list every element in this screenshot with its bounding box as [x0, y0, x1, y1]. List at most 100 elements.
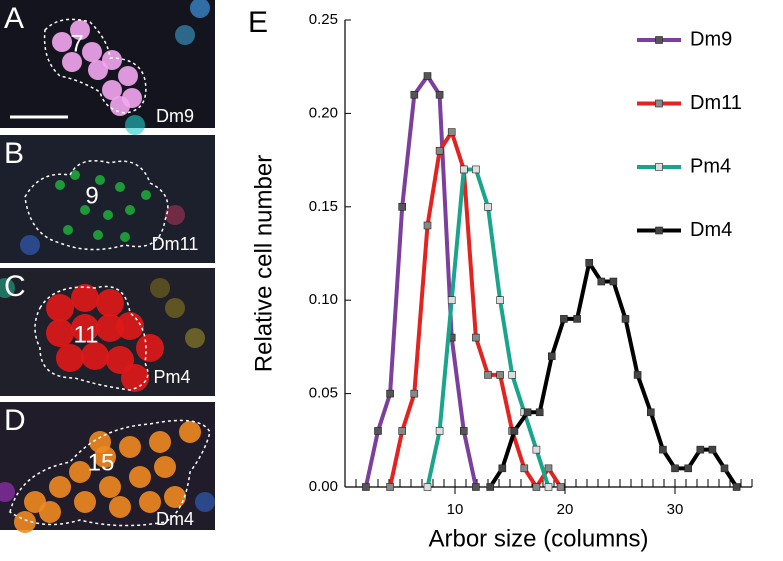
labeled-cell [125, 205, 135, 215]
data-point [398, 427, 407, 435]
cell-outline [9, 419, 211, 527]
data-point [573, 315, 581, 323]
y-tick-label: 0.10 [309, 291, 338, 308]
image-panel: B 9 Dm11 [0, 135, 215, 263]
data-point [547, 352, 556, 361]
background-cell [185, 328, 205, 348]
x-tick-label: 20 [557, 501, 574, 518]
data-point [410, 389, 419, 398]
x-tick-label: 10 [447, 501, 464, 518]
cell-count: 15 [88, 449, 115, 476]
labeled-cell [52, 32, 72, 52]
panel-label: E [248, 6, 268, 39]
data-point [435, 146, 444, 155]
data-point [523, 408, 532, 417]
background-cell [165, 205, 185, 225]
labeled-cell [154, 456, 176, 478]
data-point [386, 483, 394, 491]
labeled-cell [70, 170, 80, 180]
labeled-cell [109, 496, 131, 518]
image-panel: D 15 Dm4 [0, 402, 215, 533]
labeled-cell [95, 175, 105, 185]
data-point [484, 371, 492, 379]
panel-label: C [4, 270, 26, 303]
cell-type: Dm11 [152, 234, 199, 254]
data-point [535, 408, 544, 417]
data-point [496, 371, 504, 379]
labeled-cell [93, 230, 103, 240]
data-point [386, 389, 394, 398]
panel-label: B [4, 137, 24, 170]
chart: 0.00 0.05 0.10 0.15 0.20 0.25 10 20 30 Arbor size… [250, 11, 753, 552]
labeled-cell [96, 289, 124, 317]
labeled-cell [89, 431, 111, 453]
cell-type: Dm9 [156, 106, 194, 126]
data-point [556, 483, 565, 491]
data-point [732, 483, 741, 491]
y-tick-label: 0.15 [309, 198, 338, 215]
labeled-cell [49, 476, 71, 498]
labeled-cell [71, 314, 99, 342]
data-point [609, 277, 618, 286]
background-cell [165, 298, 185, 318]
cell-count: 11 [74, 321, 99, 348]
data-point [423, 483, 432, 491]
labeled-cell [119, 436, 141, 458]
legend-label: Pm4 [690, 155, 731, 177]
data-point [659, 445, 667, 454]
data-point [544, 483, 553, 491]
image-panel: A 7 Dm9 [0, 0, 215, 135]
data-point [684, 464, 693, 473]
background-cell [125, 115, 145, 135]
labeled-cell [71, 284, 99, 312]
data-point [520, 464, 529, 473]
image-panel: C 11 Pm4 [0, 268, 215, 396]
data-point [560, 315, 568, 323]
y-tick-label: 0.05 [309, 385, 338, 402]
labeled-cell [164, 486, 186, 508]
series-line [363, 74, 478, 488]
data-point [532, 445, 541, 454]
data-point [496, 296, 504, 305]
labeled-cell [139, 491, 161, 513]
data-point [486, 483, 495, 491]
legend-marker [655, 163, 663, 171]
labeled-cell [39, 501, 61, 523]
x-axis-label: Arbor size (columns) [428, 525, 648, 552]
labeled-cell [55, 180, 65, 190]
labeled-cell [63, 225, 73, 235]
cell-type: Dm4 [156, 509, 194, 529]
labeled-cell [115, 182, 125, 192]
data-point [508, 371, 517, 379]
data-point [435, 427, 444, 435]
labeled-cell [102, 50, 122, 70]
background-cell [0, 278, 15, 298]
data-point [410, 90, 419, 99]
background-cell [175, 25, 195, 45]
data-point [423, 72, 432, 80]
data-point [498, 464, 507, 473]
labeled-cell [62, 52, 82, 72]
legend-marker [655, 226, 663, 235]
background-cell [195, 492, 215, 512]
legend-marker [655, 36, 663, 44]
data-point [633, 371, 642, 379]
y-tick-label: 0.00 [309, 478, 338, 495]
background-cell [190, 0, 210, 18]
labeled-cell [46, 319, 74, 347]
labeled-cell [136, 334, 164, 362]
data-point [585, 259, 594, 267]
labeled-cell [70, 20, 90, 40]
background-cell [0, 482, 15, 502]
cell-count: 9 [85, 182, 98, 209]
labeled-cell [110, 96, 130, 116]
data-point [447, 296, 456, 305]
y-tick-label: 0.25 [309, 11, 338, 28]
labeled-cell [121, 364, 149, 392]
data-point [510, 427, 519, 435]
data-point [720, 464, 729, 473]
labeled-cell [81, 342, 109, 370]
image-panels: A 7 Dm9 B 9 Dm11 C 11 Pm4 D 15 Dm4 [0, 0, 215, 533]
data-point [459, 427, 468, 435]
